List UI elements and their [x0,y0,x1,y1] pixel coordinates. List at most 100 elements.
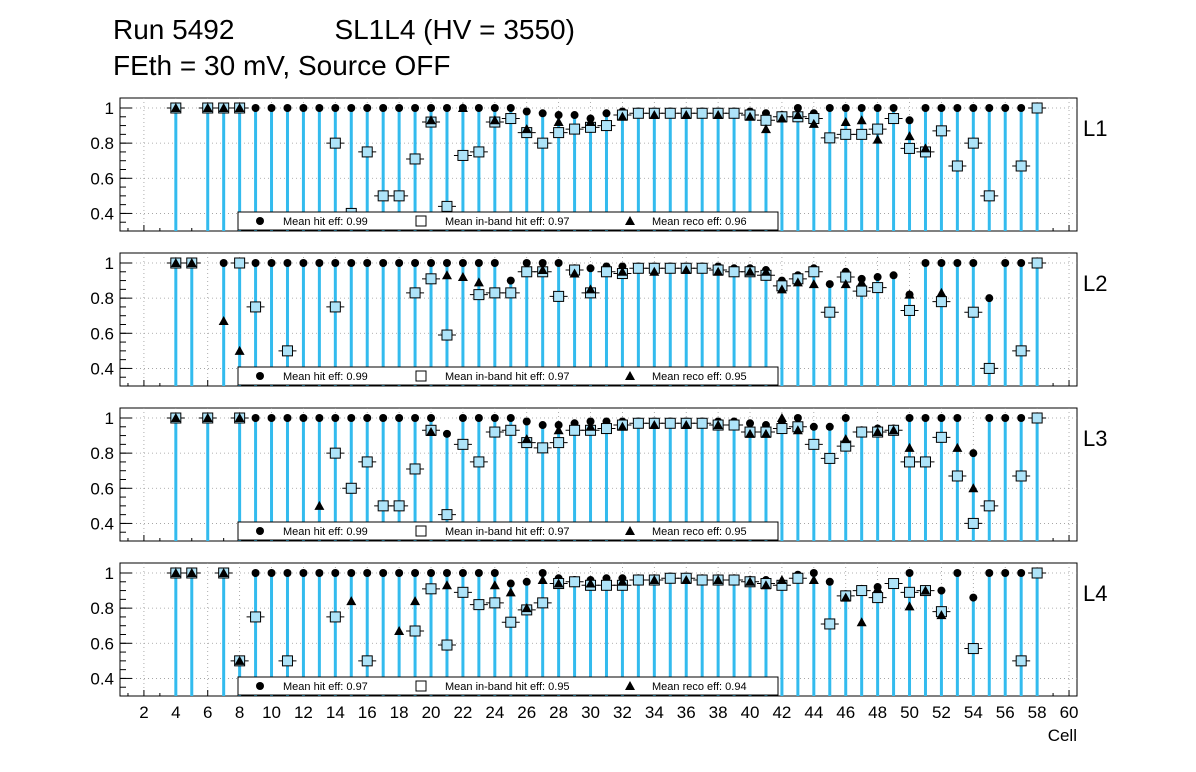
inband-eff-point [377,190,389,202]
inband-eff-point [696,574,708,586]
inband-eff-point [329,611,341,623]
reco-eff-point [585,421,596,431]
legend-entry: Mean reco eff: 0.94 [652,681,747,693]
x-tick-label: 32 [613,703,632,722]
y-tick-label: 0.4 [90,204,114,223]
legend-circle-icon [256,682,264,690]
reco-eff-point [553,117,564,127]
reco-eff-point [521,124,532,134]
hit-eff-point [427,414,436,422]
reco-eff-point [713,420,724,430]
x-tick-label: 22 [453,703,472,722]
hit-eff-point [937,414,946,422]
y-tick-label: 0.6 [90,634,114,653]
reco-eff-point [234,345,245,355]
reco-eff-point [521,434,532,444]
inband-eff-point [441,200,453,212]
x-tick-label: 2 [139,703,148,722]
inband-eff-point [808,438,820,450]
hit-eff-point [490,414,499,422]
reco-eff-point [776,113,787,123]
hit-eff-point [267,414,276,422]
hit-eff-point [347,569,356,577]
inband-eff-point [473,599,485,611]
inband-eff-point [808,266,820,278]
reco-eff-point [840,592,851,602]
inband-eff-point [1015,160,1027,172]
inband-eff-point [489,597,501,609]
inband-eff-point [600,120,612,132]
inband-eff-point [281,655,293,667]
hit-eff-point [554,259,563,267]
legend-entry: Mean hit eff: 0.99 [283,371,368,383]
inband-eff-point [457,438,469,450]
inband-eff-point [872,282,884,294]
reco-eff-point [170,258,181,267]
hit-eff-point [219,259,228,267]
x-tick-label: 40 [741,703,760,722]
reco-eff-point [808,118,819,128]
hit-eff-point [283,569,292,577]
hit-eff-point [554,421,563,430]
hit-eff-point [602,109,611,118]
hit-eff-point [1001,414,1010,422]
inband-eff-point [967,137,979,149]
hit-eff-point [953,414,962,422]
reco-eff-point [808,575,819,585]
hit-eff-point [395,259,404,267]
reco-eff-point [649,420,660,430]
inband-eff-point [824,618,836,630]
legend-circle-icon [256,217,264,225]
legend-triangle-icon [625,371,635,380]
hit-eff-point [905,414,914,422]
legend-entry: Mean reco eff: 0.95 [652,371,747,383]
inband-eff-point [537,597,549,609]
x-tick-label: 36 [677,703,696,722]
legend-square-icon [415,215,427,227]
inband-eff-point [537,137,549,149]
reco-eff-point [617,266,628,276]
hit-eff-point [1001,259,1010,267]
reco-eff-point [426,115,437,125]
hit-eff-point [570,111,579,120]
hit-eff-point [331,414,340,422]
y-tick-label: 1 [105,99,114,118]
hit-eff-point [251,259,260,267]
hit-eff-point [442,569,451,577]
inband-eff-point [1031,412,1043,424]
reco-eff-point [888,425,899,435]
inband-eff-point [569,576,581,588]
hit-eff-point [411,104,420,112]
hit-eff-point [1001,569,1010,577]
hit-eff-point [283,259,292,267]
hit-eff-point [379,569,388,577]
hit-eff-point [490,104,499,112]
layer-label: L1 [1083,116,1107,141]
reco-eff-point [872,427,883,437]
legend-box [237,211,779,231]
reco-eff-point [920,143,931,153]
legend-entry: Mean reco eff: 0.95 [652,526,747,538]
layer-label: L3 [1083,426,1107,451]
x-tick-label: 56 [996,703,1015,722]
legend-entry: Mean reco eff: 0.96 [652,216,747,228]
panel-l1: 0.4 0.6 0.8 1 L1 Mean hit eff: 0.99 Mean in-ba… [90,97,1107,232]
inband-eff-point [728,574,740,586]
inband-eff-point [951,470,963,482]
hit-eff-point [331,569,340,577]
hit-eff-point [793,414,802,422]
reco-eff-point [952,442,963,452]
x-tick-label: 8 [235,703,244,722]
x-tick-label: 50 [900,703,919,722]
hit-eff-point [825,280,834,289]
reco-eff-point [202,103,213,112]
inband-eff-point [664,572,676,584]
inband-eff-point [935,431,947,443]
hit-eff-point [458,414,467,422]
inband-eff-point [473,146,485,158]
x-tick-label: 14 [326,703,345,722]
reco-eff-point [872,134,883,144]
hit-eff-point [953,104,962,112]
hit-eff-point [267,104,276,112]
reco-eff-point [394,625,405,635]
